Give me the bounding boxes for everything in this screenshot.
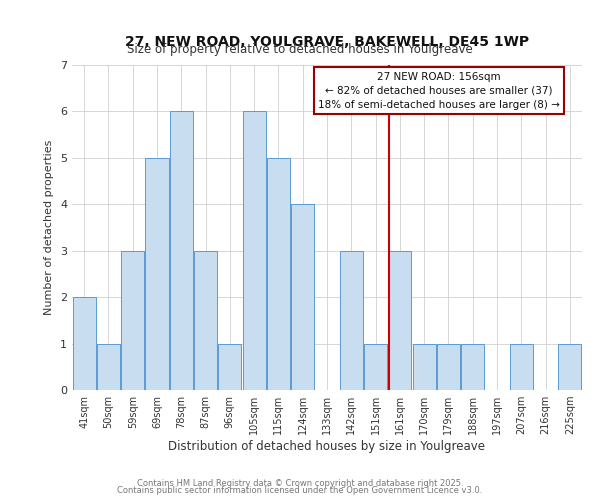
Text: Size of property relative to detached houses in Youlgreave: Size of property relative to detached ho… [127,42,473,56]
Bar [388,250,412,390]
Bar [559,344,581,390]
Bar [242,112,266,390]
X-axis label: Distribution of detached houses by size in Youlgreave: Distribution of detached houses by size … [169,440,485,453]
Bar [73,297,95,390]
Bar [267,158,290,390]
Bar [97,344,120,390]
Bar [413,344,436,390]
Y-axis label: Number of detached properties: Number of detached properties [44,140,55,315]
Bar [340,250,363,390]
Bar [145,158,169,390]
Bar [218,344,241,390]
Text: Contains HM Land Registry data © Crown copyright and database right 2025.: Contains HM Land Registry data © Crown c… [137,478,463,488]
Title: 27, NEW ROAD, YOULGRAVE, BAKEWELL, DE45 1WP: 27, NEW ROAD, YOULGRAVE, BAKEWELL, DE45 … [125,34,529,48]
Bar [121,250,144,390]
Text: 27 NEW ROAD: 156sqm
← 82% of detached houses are smaller (37)
18% of semi-detach: 27 NEW ROAD: 156sqm ← 82% of detached ho… [318,72,560,110]
Bar [510,344,533,390]
Bar [461,344,484,390]
Bar [194,250,217,390]
Bar [291,204,314,390]
Bar [170,112,193,390]
Bar [437,344,460,390]
Bar [364,344,387,390]
Text: Contains public sector information licensed under the Open Government Licence v3: Contains public sector information licen… [118,486,482,495]
